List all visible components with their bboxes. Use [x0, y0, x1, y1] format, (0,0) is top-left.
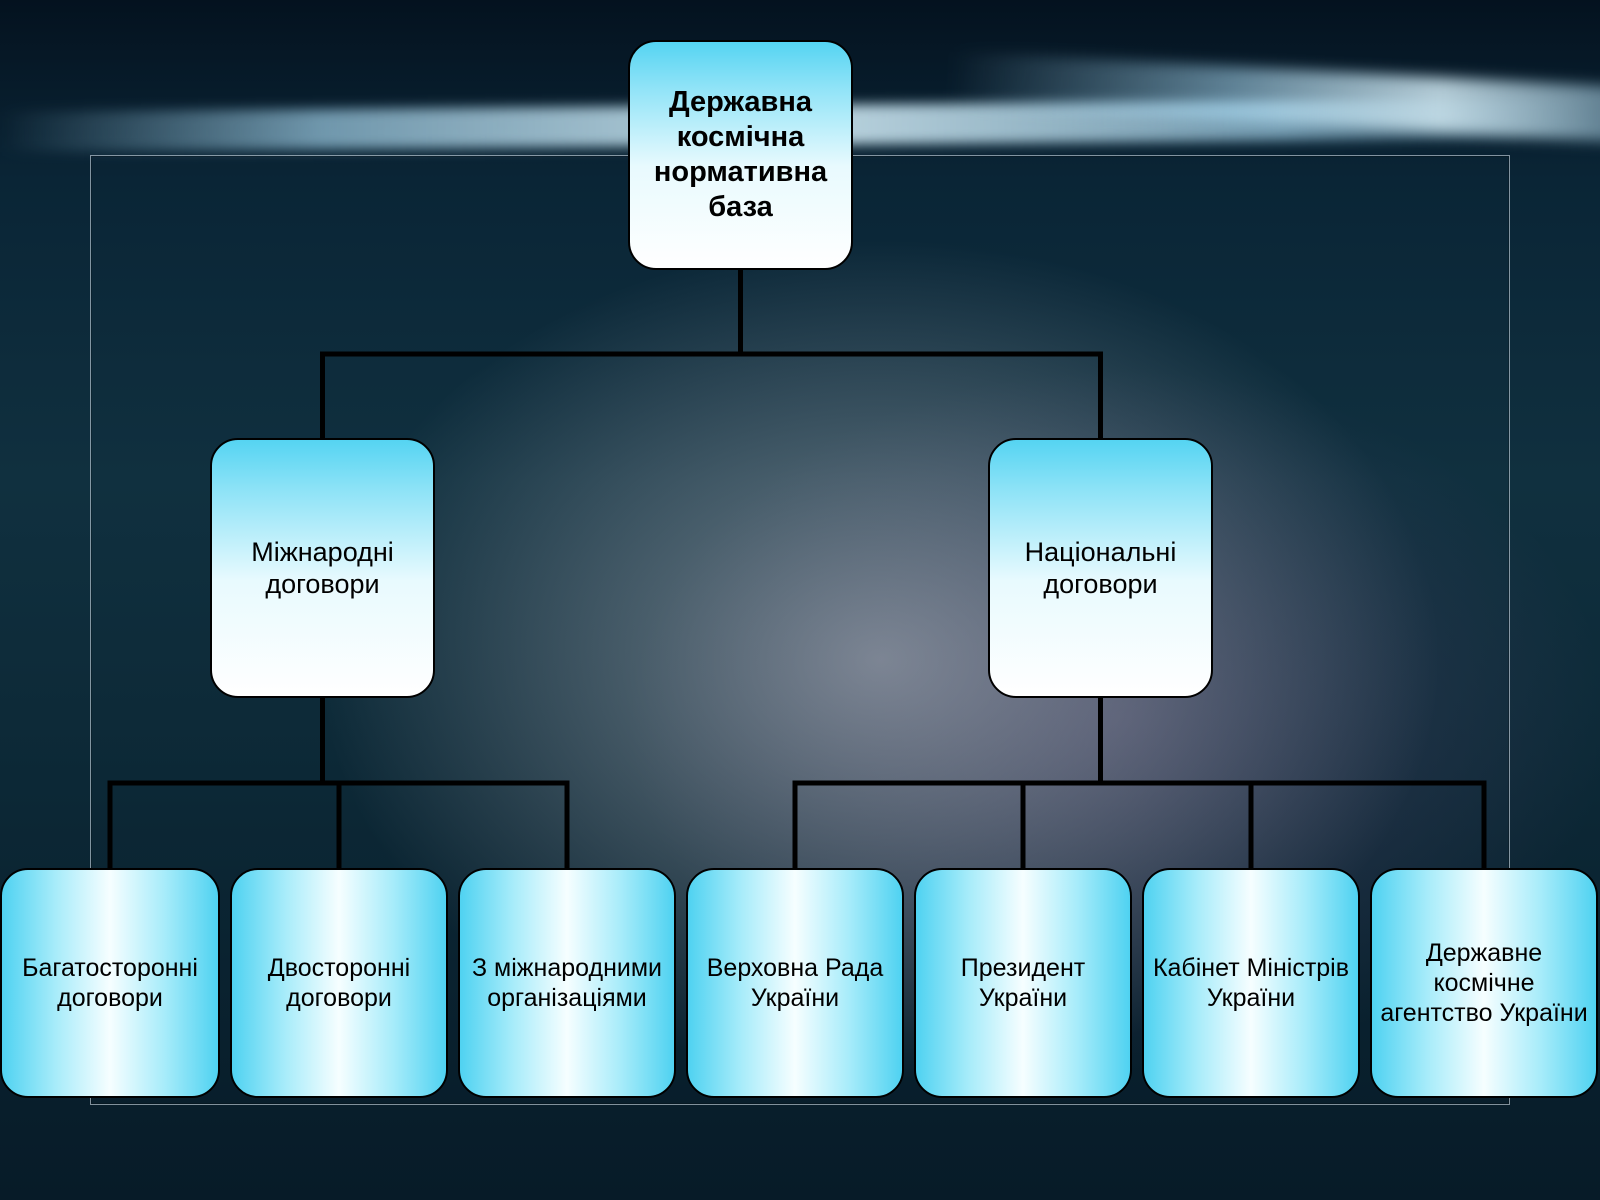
node-label: Верховна Рада України: [696, 953, 894, 1013]
node-leaf-verkhovna-rada: Верховна Рада України: [686, 868, 904, 1098]
node-label: Національні договори: [998, 536, 1203, 601]
node-international: Міжнародні договори: [210, 438, 435, 698]
node-label: Багатосторонні договори: [10, 953, 210, 1013]
node-leaf-intl-orgs: З міжнародними організаціями: [458, 868, 676, 1098]
node-leaf-multilateral: Багатосторонні договори: [0, 868, 220, 1098]
node-label: Двосторонні договори: [240, 953, 438, 1013]
node-label: Міжнародні договори: [220, 536, 425, 601]
node-root: Державна космічна нормативна база: [628, 40, 853, 270]
node-leaf-space-agency: Державне космічне агентство України: [1370, 868, 1598, 1098]
node-label: Президент України: [924, 953, 1122, 1013]
node-leaf-president: Президент України: [914, 868, 1132, 1098]
node-label: Державна космічна нормативна база: [638, 85, 843, 224]
node-leaf-bilateral: Двосторонні договори: [230, 868, 448, 1098]
node-label: З міжнародними організаціями: [468, 953, 666, 1013]
node-label: Кабінет Міністрів України: [1152, 953, 1350, 1013]
diagram-stage: Державна космічна нормативна база Міжнар…: [0, 0, 1600, 1200]
node-label: Державне космічне агентство України: [1380, 938, 1588, 1028]
node-national: Національні договори: [988, 438, 1213, 698]
node-leaf-cabinet: Кабінет Міністрів України: [1142, 868, 1360, 1098]
